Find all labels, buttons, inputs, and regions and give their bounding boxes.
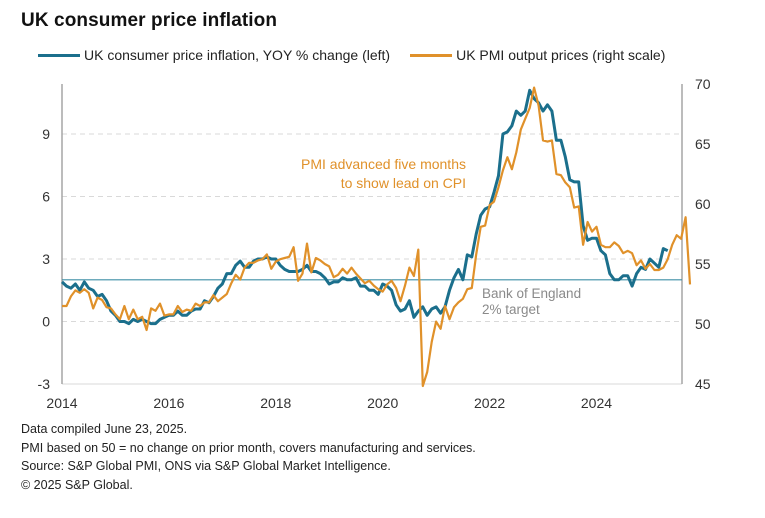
y-tick-right-label: 55 — [695, 256, 711, 272]
boe-target-label-line-1: Bank of England — [482, 286, 581, 301]
series-line-cpi — [60, 88, 669, 326]
footer-line-copyright: © 2025 S&P Global. — [21, 477, 133, 492]
annotation-line-1: PMI advanced five months — [301, 156, 466, 172]
y-tick-left-label: 9 — [42, 126, 50, 142]
legend-label-cpi: UK consumer price inflation, YOY % chang… — [84, 47, 391, 63]
legend-label-pmi: UK PMI output prices (right scale) — [456, 47, 666, 63]
gridlines — [62, 133, 682, 385]
y-tick-right-label: 50 — [695, 316, 711, 332]
right-axis-ticks: 45 50 55 60 65 70 — [695, 76, 711, 392]
legend-item-cpi: UK consumer price inflation, YOY % chang… — [38, 47, 390, 63]
footer-notes: Data compiled June 23, 2025. PMI based o… — [21, 420, 476, 494]
y-tick-right-label: 45 — [695, 376, 711, 392]
y-tick-right-label: 65 — [695, 136, 711, 152]
footer-line-source: Source: S&P Global PMI, ONS via S&P Glob… — [21, 459, 391, 473]
y-tick-right-label: 60 — [695, 196, 711, 212]
left-axis-ticks: -3 0 3 6 9 — [38, 126, 51, 392]
boe-target-label-line-2: 2% target — [482, 302, 540, 317]
legend-item-pmi: UK PMI output prices (right scale) — [410, 47, 665, 63]
y-tick-left-label: 3 — [42, 251, 50, 267]
chart-title: UK consumer price inflation — [21, 10, 278, 31]
y-tick-left-label: -3 — [38, 376, 51, 392]
y-tick-left-label: 0 — [42, 314, 50, 330]
x-tick-label: 2020 — [367, 395, 398, 411]
footer-line-pmi-note: PMI based on 50 = no change on prior mon… — [21, 440, 476, 455]
x-tick-label: 2016 — [153, 395, 184, 411]
x-tick-label: 2024 — [581, 395, 612, 411]
y-tick-right-label: 70 — [695, 76, 711, 92]
annotation-line-2: to show lead on CPI — [341, 175, 466, 191]
x-axis-ticks: 2014 2016 2018 2020 2022 2024 — [46, 395, 612, 411]
y-tick-left-label: 6 — [42, 189, 50, 205]
legend-swatch-cpi — [38, 53, 80, 57]
series-line-pmi — [62, 86, 692, 388]
legend-swatch-pmi — [410, 53, 453, 57]
footer-line-date: Data compiled June 23, 2025. — [21, 422, 188, 436]
x-tick-label: 2018 — [260, 395, 291, 411]
x-tick-label: 2022 — [474, 395, 505, 411]
legend: UK consumer price inflation, YOY % chang… — [38, 47, 665, 63]
x-tick-label: 2014 — [46, 395, 77, 411]
